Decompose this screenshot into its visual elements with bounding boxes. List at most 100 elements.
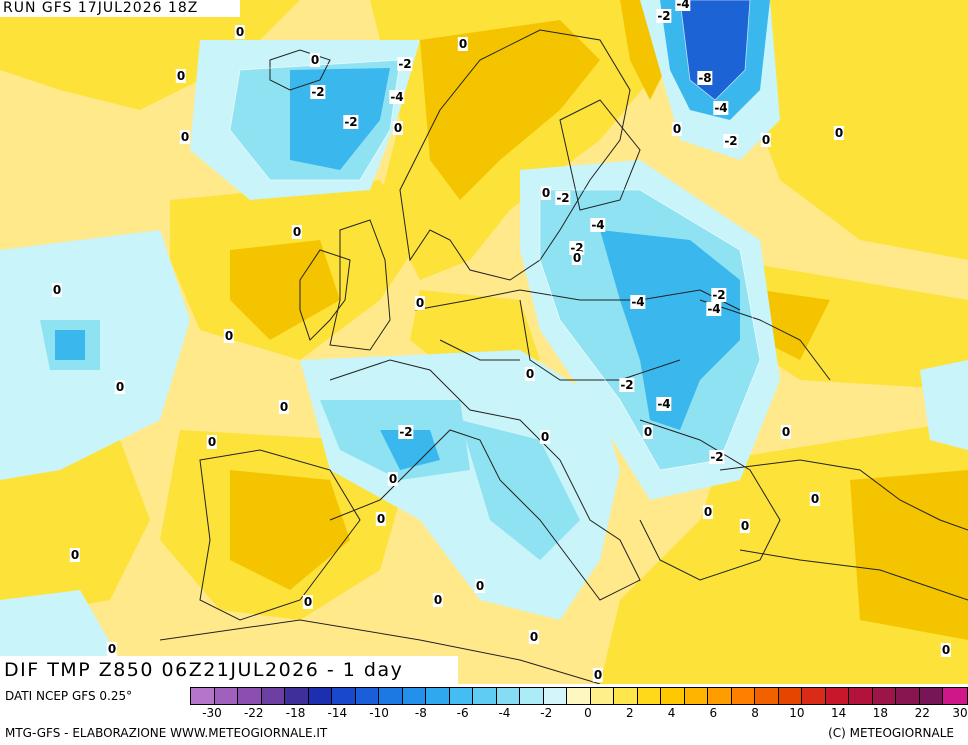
contour-label: 0	[524, 367, 536, 381]
scale-tick-label: 6	[709, 706, 718, 720]
scale-swatch	[496, 688, 520, 704]
scale-swatch	[332, 688, 356, 704]
data-source: DATI NCEP GFS 0.25°	[5, 689, 133, 703]
scale-tick-label: 8	[751, 706, 759, 720]
contour-label: 0	[175, 69, 187, 83]
scale-swatch	[661, 688, 685, 704]
scale-tick-label: 14	[831, 706, 847, 720]
contour-label: 0	[571, 251, 583, 265]
scale-swatch	[308, 688, 332, 704]
contour-label: -2	[711, 288, 727, 302]
contour-label: -4	[713, 101, 729, 115]
scale-swatch	[614, 688, 638, 704]
scale-swatch	[473, 688, 497, 704]
scale-tick-label: 22	[914, 706, 930, 720]
credit-left: MTG-GFS - ELABORAZIONE WWW.METEOGIORNALE…	[5, 726, 328, 740]
scale-tick-label: 18	[872, 706, 889, 720]
scale-swatch	[919, 688, 943, 704]
scale-swatch	[567, 688, 591, 704]
scale-tick-label: -30	[202, 706, 222, 720]
scale-swatch	[355, 688, 379, 704]
scale-swatch	[261, 688, 285, 704]
contour-label: 0	[392, 121, 404, 135]
contour-label: -4	[656, 397, 672, 411]
contour-label: 0	[432, 593, 444, 607]
scale-swatch	[943, 688, 967, 704]
contour-label: 0	[780, 425, 792, 439]
scale-swatch	[755, 688, 779, 704]
scale-tick-label: -2	[540, 706, 553, 720]
contour-label: 0	[809, 492, 821, 506]
contour-label: -2	[310, 85, 326, 99]
scale-swatch	[825, 688, 849, 704]
contour-label: -2	[398, 425, 414, 439]
contour-label: 0	[206, 435, 218, 449]
scale-tick-label: 0	[584, 706, 592, 720]
contour-label: -4	[590, 218, 606, 232]
scale-swatch	[449, 688, 473, 704]
contour-label: 0	[106, 642, 118, 656]
warm-anomaly-areas	[0, 0, 968, 684]
scale-swatch	[849, 688, 873, 704]
scale-swatch	[285, 688, 309, 704]
scale-tick-label: -10	[369, 706, 389, 720]
contour-label: 0	[179, 130, 191, 144]
contour-label: -4	[630, 295, 646, 309]
scale-swatch	[426, 688, 450, 704]
scale-swatch	[708, 688, 732, 704]
scale-swatch	[402, 688, 426, 704]
contour-label: -2	[656, 9, 672, 23]
scale-swatch	[590, 688, 614, 704]
contour-label: 0	[223, 329, 235, 343]
contour-label: 0	[278, 400, 290, 414]
contour-label: -4	[675, 0, 691, 11]
scale-swatch	[543, 688, 567, 704]
contour-label: -2	[397, 57, 413, 71]
scale-swatch	[191, 688, 215, 704]
scale-swatch	[379, 688, 403, 704]
credit-right: (C) METEOGIORNALE	[828, 726, 954, 740]
scale-tick-label: -8	[414, 706, 427, 720]
contour-label: 0	[114, 380, 126, 394]
contour-label: -2	[555, 191, 571, 205]
contour-label: 0	[234, 25, 246, 39]
scale-tick-label: -22	[243, 706, 264, 720]
contour-label: -2	[709, 450, 725, 464]
scale-swatch	[872, 688, 896, 704]
temperature-anomaly-map	[0, 0, 968, 684]
contour-label: 0	[69, 548, 81, 562]
contour-label: -2	[343, 115, 359, 129]
contour-label: -2	[723, 134, 739, 148]
contour-label: 0	[760, 133, 772, 147]
scale-tick-label: 30	[952, 706, 968, 720]
scale-swatch	[778, 688, 802, 704]
scale-swatch	[684, 688, 708, 704]
contour-label: 0	[592, 668, 604, 682]
scale-tick-label: 4	[667, 706, 676, 720]
contour-label: 0	[539, 430, 551, 444]
contour-label: 0	[940, 643, 952, 657]
contour-label: 0	[302, 595, 314, 609]
contour-label: 0	[540, 186, 552, 200]
scale-swatch	[214, 688, 238, 704]
scale-swatch	[238, 688, 262, 704]
scale-tick-label: -4	[498, 706, 511, 720]
contour-label: -2	[619, 378, 635, 392]
contour-label: 0	[414, 296, 426, 310]
contour-label: 0	[739, 519, 751, 533]
contour-label: 0	[833, 126, 845, 140]
contour-label: 0	[457, 37, 469, 51]
contour-label: -4	[706, 302, 722, 316]
cold-anomaly-areas	[0, 0, 968, 684]
coastlines	[159, 29, 968, 684]
map-title: DIF TMP Z850 06Z21JUL2026 - 1 day	[0, 656, 458, 684]
contour-label: -4	[389, 90, 405, 104]
contour-label: 0	[291, 225, 303, 239]
color-scale	[190, 687, 968, 705]
contour-label: 0	[671, 122, 683, 136]
scale-swatch	[520, 688, 544, 704]
scale-swatch	[637, 688, 661, 704]
scale-swatch	[731, 688, 755, 704]
scale-swatch	[802, 688, 826, 704]
